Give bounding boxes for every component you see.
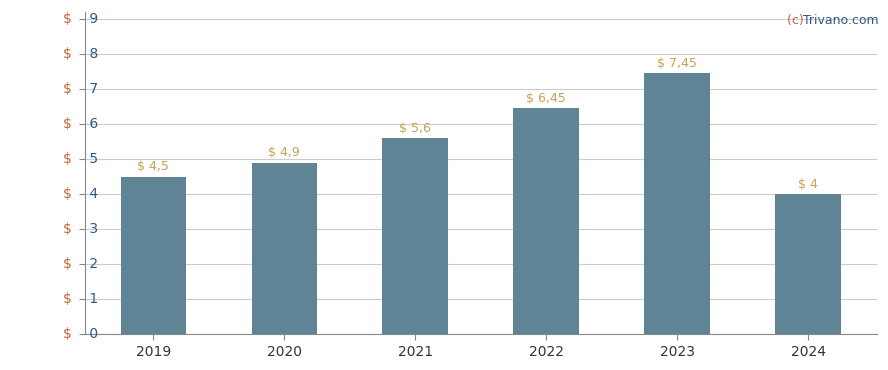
Text: $: $	[63, 222, 76, 236]
Text: Trivano.com: Trivano.com	[804, 14, 879, 27]
Bar	[775, 194, 841, 334]
Text: 9: 9	[84, 12, 98, 26]
Text: 8: 8	[84, 47, 98, 61]
Text: $: $	[63, 82, 76, 96]
Text: $: $	[63, 152, 76, 166]
Text: 2: 2	[84, 258, 98, 271]
Bar	[645, 73, 710, 334]
Text: $ 4: $ 4	[798, 178, 818, 191]
Text: 1: 1	[84, 292, 98, 306]
Text: (c): (c)	[787, 14, 807, 27]
Text: $ 6,45: $ 6,45	[527, 92, 566, 105]
Text: $ 4,5: $ 4,5	[138, 160, 170, 173]
Text: $: $	[63, 187, 76, 201]
Text: 0: 0	[84, 327, 98, 342]
Text: 7: 7	[84, 82, 98, 96]
Text: 3: 3	[84, 222, 98, 236]
Text: $: $	[63, 292, 76, 306]
Bar	[383, 138, 448, 334]
Text: $ 5,6: $ 5,6	[400, 122, 432, 135]
Text: $: $	[63, 258, 76, 271]
Text: $: $	[63, 47, 76, 61]
Text: $ 7,45: $ 7,45	[657, 57, 697, 70]
Text: 4: 4	[84, 187, 98, 201]
Text: $ 4,9: $ 4,9	[268, 146, 300, 159]
Bar	[121, 177, 186, 334]
Text: 5: 5	[84, 152, 98, 166]
Text: 6: 6	[84, 117, 98, 131]
Bar	[513, 108, 579, 334]
Text: $: $	[63, 12, 76, 26]
Bar	[251, 163, 317, 334]
Text: $: $	[63, 117, 76, 131]
Text: $: $	[63, 327, 76, 342]
